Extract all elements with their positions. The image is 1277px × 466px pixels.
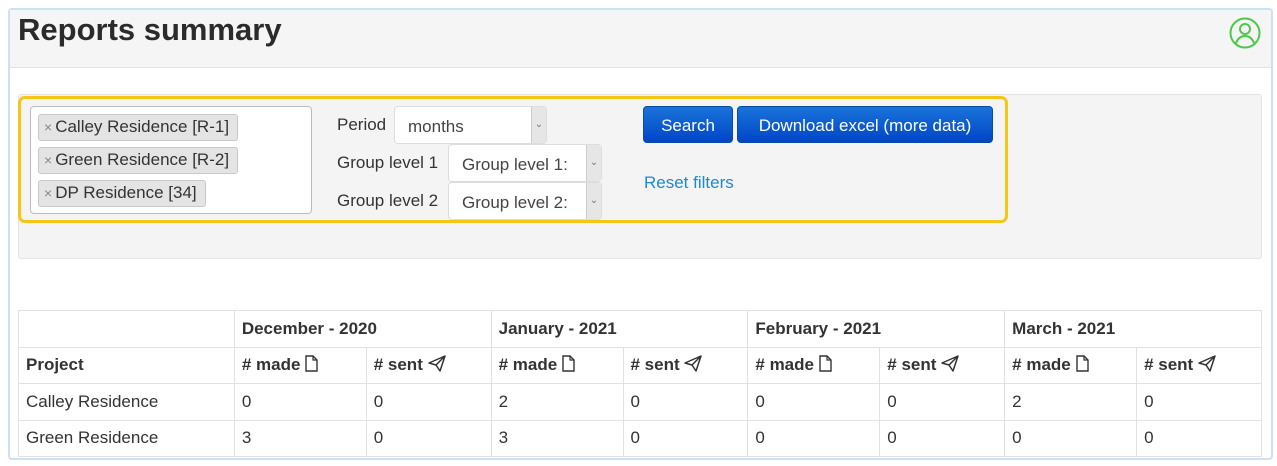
chevron-down-icon: ⌄ [586,183,601,219]
group2-value: Group level 2: [462,193,568,212]
month-header: March - 2021 [1004,310,1262,348]
table-row: Calley Residence 0 0 2 0 0 0 2 0 [18,383,1262,421]
table-row: Green Residence 3 0 3 0 0 0 0 0 [18,419,1262,457]
remove-icon[interactable]: × [44,185,53,201]
group1-value: Group level 1: [462,155,568,174]
project-header: Project [18,346,235,384]
period-select[interactable]: months ⌄ [394,106,547,144]
column-header-row: Project # made # sent # made # sent # ma… [18,346,1262,384]
search-button[interactable]: Search [643,106,733,143]
value-cell: 0 [233,383,367,421]
value-cell: 0 [622,383,749,421]
period-label: Period [337,115,387,134]
chevron-down-icon: ⌄ [586,145,601,181]
page-title: Reports summary [18,12,282,47]
project-multiselect[interactable]: × Calley Residence [R-1] × Green Residence… [30,106,312,214]
made-label: # made [498,355,558,375]
sent-header: # sent [879,346,1006,384]
group2-select[interactable]: Group level 2: ⌄ [448,182,602,220]
remove-icon[interactable]: × [44,119,53,135]
sent-label: # sent [373,355,423,375]
sent-label: # sent [887,355,937,375]
filter-highlight [18,96,1008,223]
made-header: # made [490,346,624,384]
paper-plane-icon [1198,355,1216,372]
made-label: # made [241,355,301,375]
chevron-down-icon: ⌄ [531,107,546,143]
paper-plane-icon [684,355,703,372]
sent-header: # sent [622,346,749,384]
made-header: # made [233,346,367,384]
value-cell: 0 [1136,383,1262,421]
sent-header: # sent [365,346,492,384]
value-cell: 0 [747,419,881,457]
period-value: months [408,117,464,136]
value-cell: 0 [747,383,881,421]
reset-filters-link[interactable]: Reset filters [644,173,734,192]
group1-select[interactable]: Group level 1: ⌄ [448,144,602,182]
project-cell: Green Residence [18,419,235,457]
reports-table: December - 2020 January - 2021 February … [18,310,1262,457]
page-header [10,10,1271,68]
value-cell: 2 [1004,383,1138,421]
tag-label: Green Residence [R-2] [55,150,230,169]
value-cell: 0 [1004,419,1138,457]
value-cell: 0 [1136,419,1262,457]
made-label: # made [755,355,814,375]
made-label: # made [1012,355,1071,375]
project-tag[interactable]: × Green Residence [R-2] [38,147,239,174]
value-cell: 0 [365,419,492,457]
month-header-row: December - 2020 January - 2021 February … [18,310,1262,348]
value-cell: 3 [490,419,624,457]
sent-label: # sent [1144,355,1194,375]
value-cell: 3 [233,419,367,457]
made-header: # made [1004,346,1138,384]
file-icon [1075,355,1089,372]
download-excel-button[interactable]: Download excel (more data) [737,106,993,143]
sent-label: # sent [630,355,680,375]
file-icon [562,355,575,372]
made-header: # made [747,346,881,384]
file-icon [819,355,832,372]
sent-header: # sent [1136,346,1262,384]
remove-icon[interactable]: × [44,152,53,168]
user-circle-icon[interactable] [1229,17,1261,49]
month-header: February - 2021 [747,310,1006,348]
value-cell: 0 [879,419,1006,457]
value-cell: 0 [879,383,1006,421]
group1-label: Group level 1 [337,153,439,172]
project-cell: Calley Residence [18,383,235,421]
month-header: January - 2021 [490,310,749,348]
tag-label: DP Residence [34] [55,183,197,202]
value-cell: 0 [622,419,749,457]
empty-header [18,310,235,348]
value-cell: 0 [365,383,492,421]
project-tag[interactable]: × Calley Residence [R-1] [38,114,239,141]
tag-label: Calley Residence [R-1] [55,117,230,136]
group2-label: Group level 2 [337,191,439,210]
paper-plane-icon [941,355,959,372]
value-cell: 2 [490,383,624,421]
project-tag[interactable]: × DP Residence [34] [38,180,206,207]
paper-plane-icon [427,355,446,372]
month-header: December - 2020 [233,310,492,348]
file-icon [305,355,318,372]
